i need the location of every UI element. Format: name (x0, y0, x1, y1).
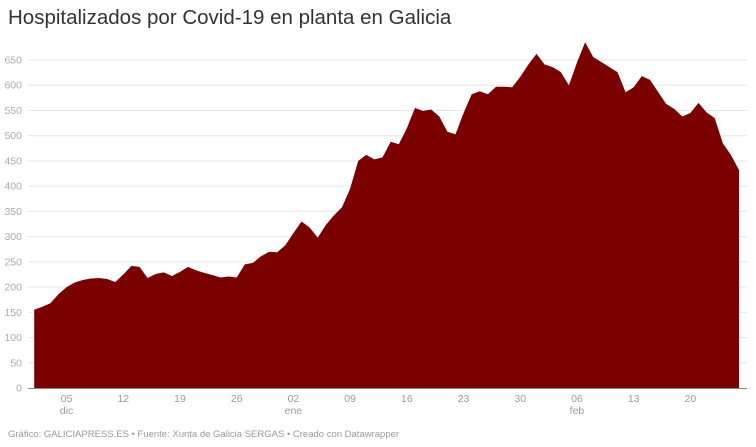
x-tick-label: 06 (571, 393, 583, 405)
y-tick-label: 500 (4, 130, 22, 142)
y-tick-label: 600 (4, 80, 22, 92)
y-tick-label: 350 (4, 206, 22, 218)
y-tick-label: 450 (4, 155, 22, 167)
x-tick-month-label: dic (60, 405, 73, 417)
y-tick-label: 400 (4, 181, 22, 193)
x-tick-label: 13 (628, 393, 640, 405)
area-series (34, 42, 739, 389)
y-tick-label: 150 (4, 307, 22, 319)
x-tick-label: 26 (231, 393, 243, 405)
y-tick-label: 250 (4, 256, 22, 268)
y-tick-label: 200 (4, 282, 22, 294)
x-tick-label: 23 (458, 393, 470, 405)
y-tick-label: 100 (4, 332, 22, 344)
x-tick-month-label: ene (285, 405, 303, 417)
x-tick-label: 19 (174, 393, 186, 405)
x-tick-month-label: feb (570, 405, 585, 417)
x-tick-label: 12 (117, 393, 129, 405)
x-tick-label: 16 (401, 393, 413, 405)
chart-footer-credits: Gráfico: GALICIAPRESS.ES • Fuente: Xunta… (8, 429, 400, 440)
x-tick-label: 05 (61, 393, 73, 405)
y-axis-ticks: 0 50 100 150 200 250 300 350 400 450 500 550 600 650 (4, 55, 22, 395)
y-tick-label: 50 (10, 357, 22, 369)
y-tick-label: 0 (16, 383, 22, 395)
y-tick-label: 550 (4, 105, 22, 117)
chart-title: Hospitalizados por Covid-19 en planta en… (8, 6, 452, 29)
x-tick-label: 09 (344, 393, 356, 405)
x-tick-label: 02 (288, 393, 300, 405)
y-tick-label: 300 (4, 231, 22, 243)
y-tick-label: 650 (4, 55, 22, 67)
x-tick-label: 30 (514, 393, 526, 405)
x-tick-label: 20 (685, 393, 697, 405)
